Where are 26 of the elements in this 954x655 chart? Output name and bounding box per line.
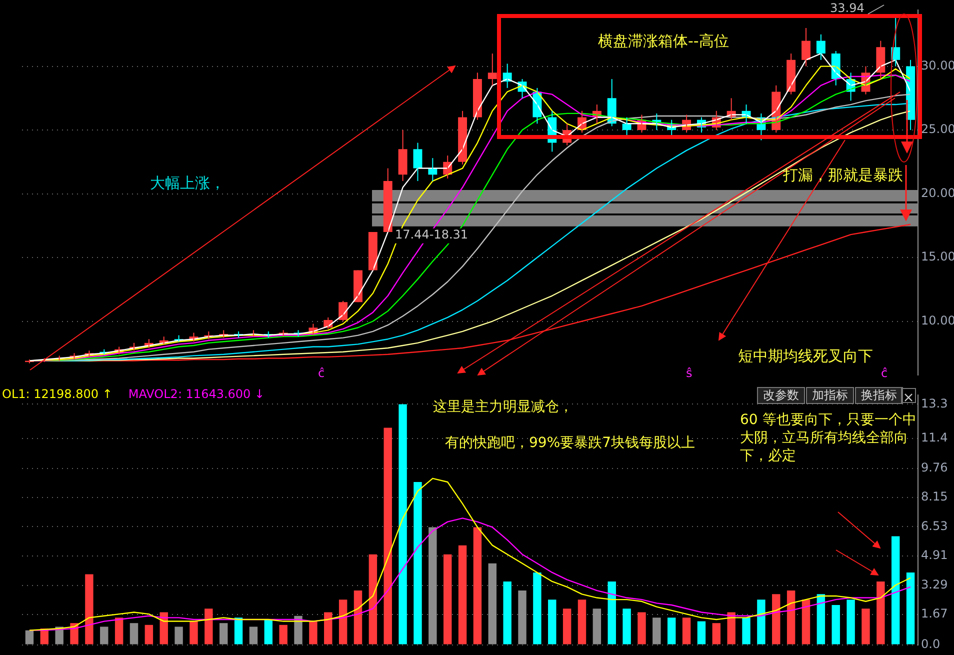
y-tick-label: 0.0: [921, 636, 940, 651]
annotation: 有的快跑吧，99%要暴跌7块钱每股以上: [445, 434, 696, 452]
y-tick-label: 1.67: [921, 606, 948, 621]
y-tick-label: 4.91: [921, 548, 948, 562]
annotation: 加指标: [806, 387, 854, 404]
y-tick-label: 6.53: [921, 518, 948, 533]
annotation: 33.94: [830, 1, 864, 15]
y-tick-label: 3.29: [921, 577, 948, 592]
annotation: 大幅上涨，: [150, 174, 225, 193]
y-tick-label: 13.3: [921, 396, 948, 410]
text: MAVOL2: 11643.600 ↓: [128, 387, 265, 402]
y-tick-label: 9.76: [921, 460, 948, 474]
annotation: ĉ: [881, 366, 888, 380]
band-label: 17.44-18.31: [395, 228, 468, 242]
y-tick-label: 11.4: [921, 430, 948, 445]
annotation: 这里是主力明显减仓，: [433, 398, 573, 416]
annotation: 改参数: [757, 387, 805, 404]
text: OL1: 12198.800 ↑: [2, 387, 112, 402]
annotation: 60 等也要向下，只要一个中大阴，立马所有均线全部向下，必定: [740, 411, 918, 465]
annotation: 打漏，那就是暴跌: [783, 166, 903, 185]
annotation: 短中期均线死叉向下: [738, 347, 873, 366]
annotation: ĉ: [318, 366, 325, 380]
annotation: 换指标: [855, 387, 903, 404]
annotation: ŝ: [686, 366, 692, 380]
annotation: 横盘滞涨箱体--高位: [598, 32, 729, 51]
y-tick-label: 8.15: [921, 490, 948, 504]
